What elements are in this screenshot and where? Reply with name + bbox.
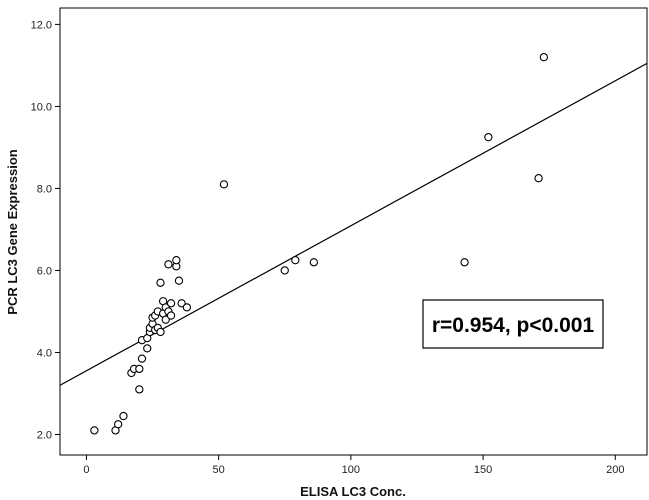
data-point [182,303,192,312]
data-point [172,256,181,265]
y-tick-label: 6.0 [37,265,52,277]
data-point [135,385,144,394]
y-axis-ticks: 2.0 4.0 6.0 8.0 10.0 12.0 [31,19,60,441]
x-axis-title: ELISA LC3 Conc. [300,484,406,499]
data-point [177,299,186,308]
y-tick-label: 2.0 [37,429,52,441]
annotation-frame [422,299,604,349]
data-point [156,327,165,337]
y-tick-label: 4.0 [37,347,52,359]
data-point [174,276,184,285]
y-tick-label: 12.0 [31,19,52,31]
data-point [219,180,229,189]
annotation-box: r=0.954, p<0.001 [422,299,604,349]
data-point [164,260,173,269]
x-tick-label: 200 [606,464,624,476]
annotation-text: r=0.954, p<0.001 [432,314,595,337]
plot-area [59,7,648,456]
data-point [539,53,549,62]
y-axis-title: PCR LC3 Gene Expression [5,149,20,314]
data-point [280,266,289,275]
data-point [161,315,170,324]
data-point [460,258,469,267]
data-point [534,174,543,183]
data-points [90,53,549,435]
data-point [90,426,99,435]
data-point [166,311,176,320]
y-tick-label: 10.0 [31,101,52,113]
data-point [119,411,128,421]
x-tick-label: 50 [213,464,225,476]
x-tick-label: 150 [474,464,492,476]
data-point [484,133,493,142]
data-point [309,258,318,267]
data-point [143,344,152,353]
data-point [291,256,300,265]
x-tick-label: 0 [83,464,89,476]
y-tick-label: 8.0 [37,183,52,195]
data-point [135,364,144,374]
data-point [114,420,123,429]
x-axis-ticks: 0 50 100 150 200 [83,455,624,476]
data-point [156,278,165,287]
x-tick-label: 100 [342,464,360,476]
data-point [166,299,176,308]
data-point [137,354,147,363]
